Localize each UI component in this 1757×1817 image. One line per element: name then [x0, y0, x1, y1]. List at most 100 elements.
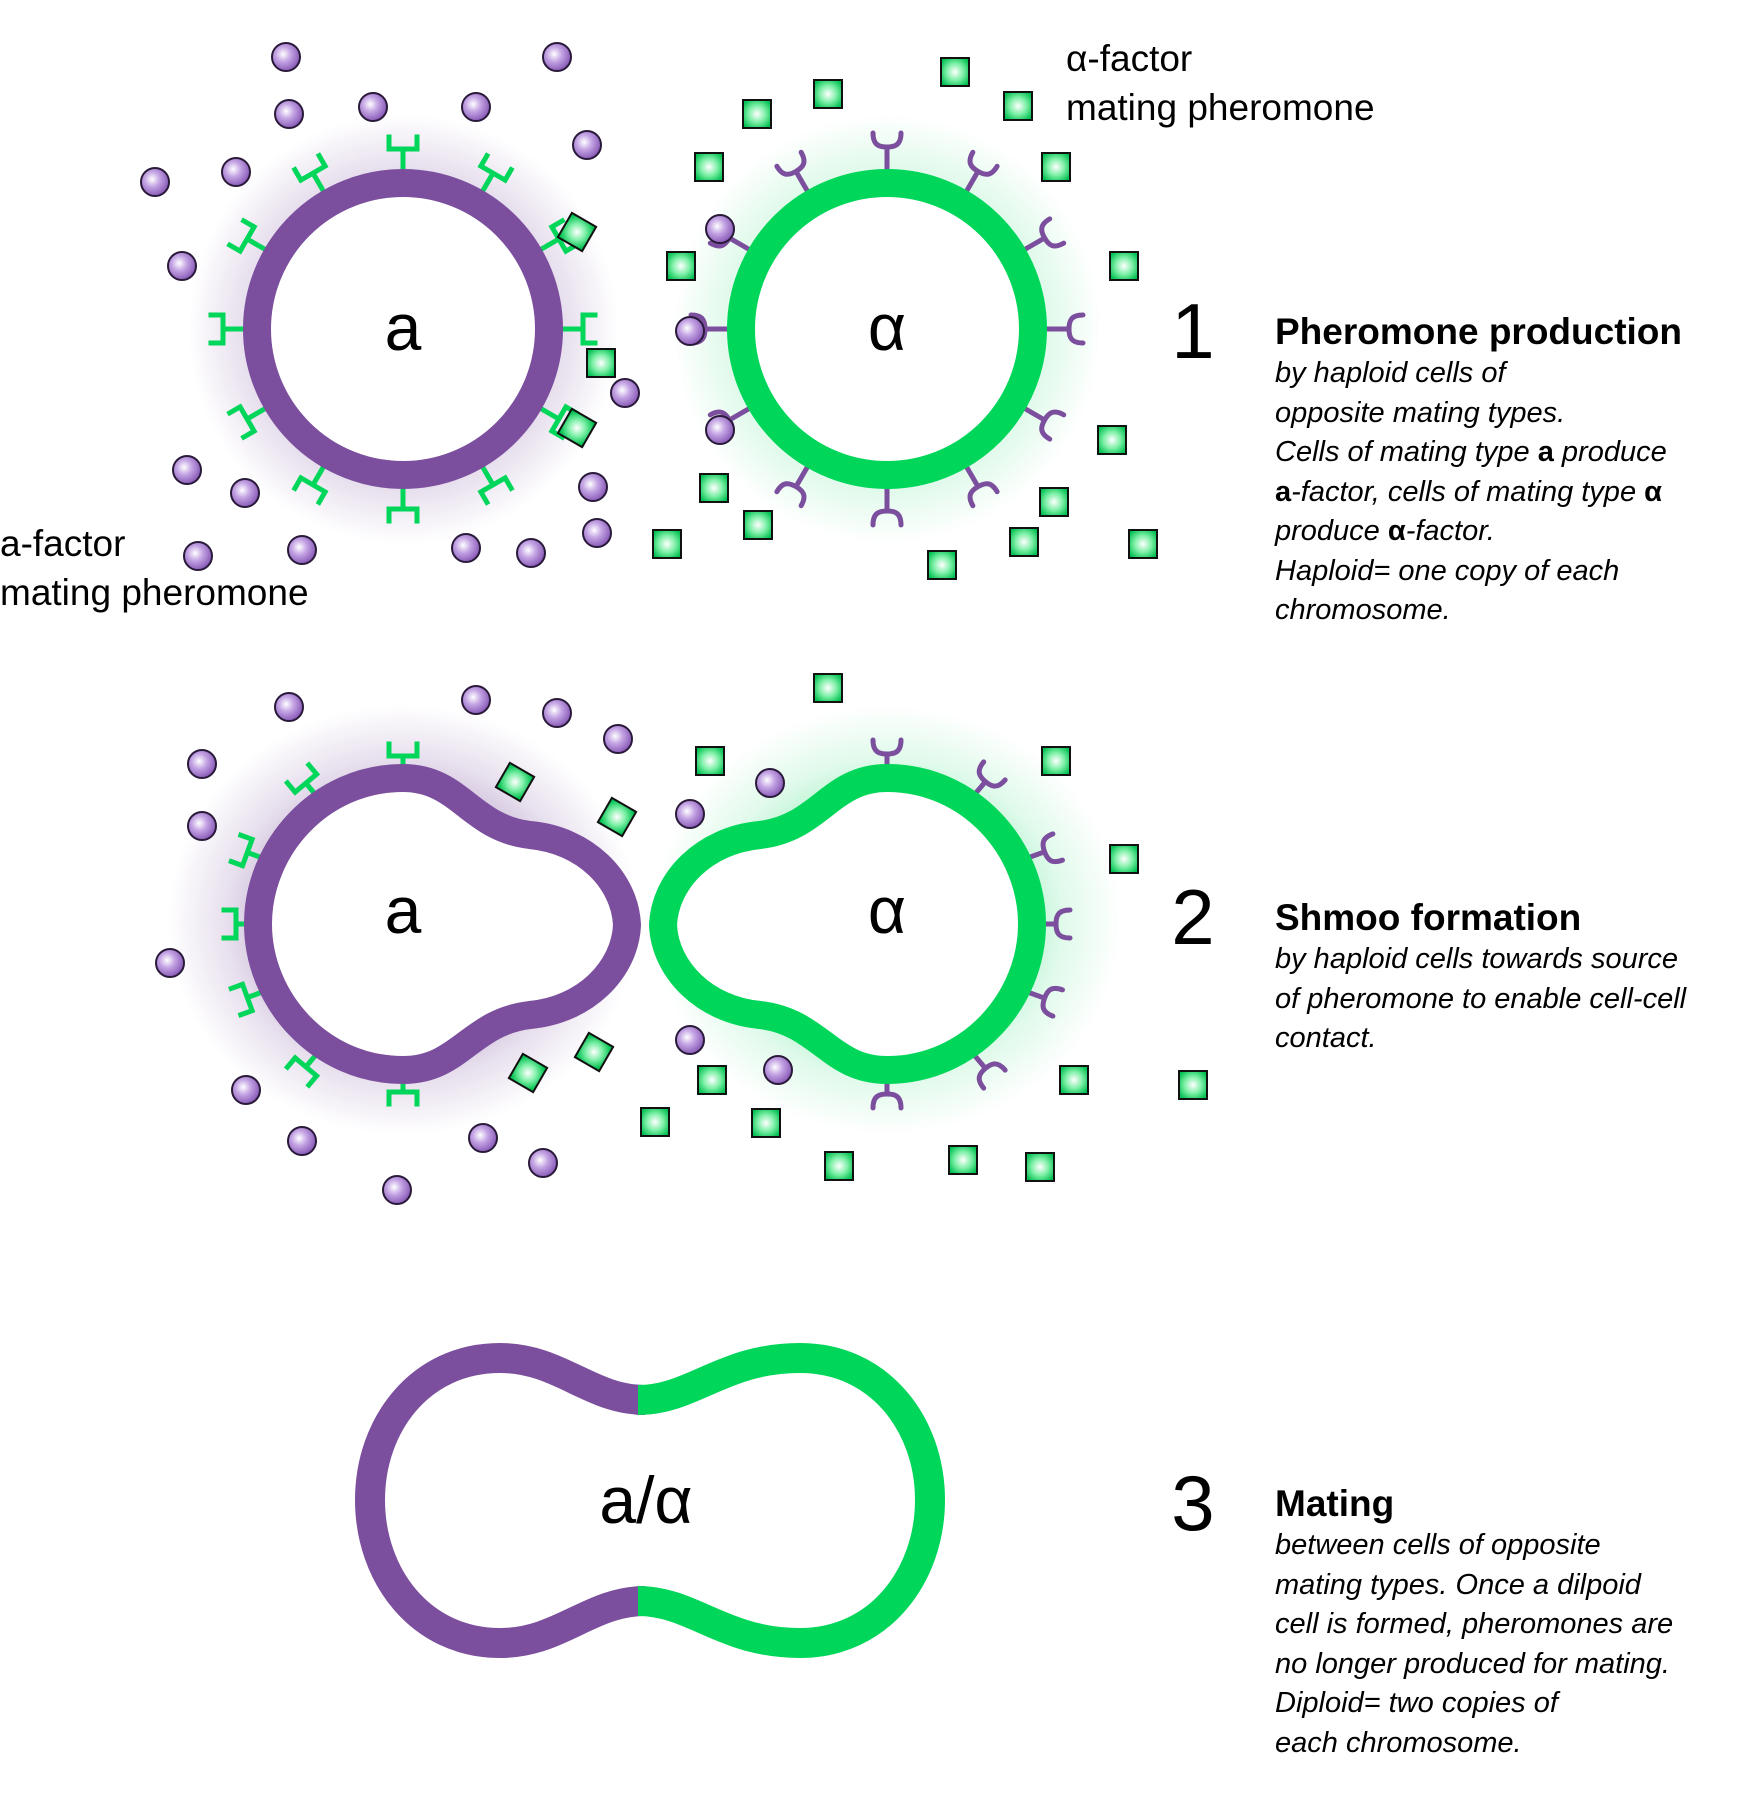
a-receptor [291, 152, 329, 196]
a-receptor-stroke [291, 462, 329, 506]
step-2-line-3: contact. [1275, 1022, 1377, 1054]
a-receptor [477, 152, 515, 196]
a-factor-pheromone [155, 948, 185, 978]
alpha-receptor [963, 149, 1000, 195]
a-factor-pheromone [578, 472, 608, 502]
a-factor-pheromone [603, 724, 633, 754]
step-2-number: 2 [1171, 873, 1214, 961]
step-3-title: Mating [1275, 1483, 1395, 1524]
a-factor-pheromone [187, 811, 217, 841]
a-receptor-stroke [226, 217, 270, 255]
a-receptor-stroke [228, 832, 272, 869]
step-2-description: Shmoo formation by haploid cells towards… [1275, 896, 1745, 1059]
alpha-factor-pheromone [694, 152, 724, 182]
step-2-body: by haploid cells towards source of pherom… [1275, 940, 1745, 1059]
a-receptor-stroke [208, 312, 248, 346]
a-factor-pheromone [172, 455, 202, 485]
a-factor-pheromone [274, 692, 304, 722]
step-3-line-1: between cells of opposite [1275, 1529, 1601, 1561]
a-factor-label-line1: a-factor [0, 523, 125, 564]
alpha-factor-pheromone [1009, 527, 1039, 557]
a-factor-pheromone [542, 698, 572, 728]
a-receptor [228, 832, 272, 869]
alpha-factor-pheromone [1178, 1070, 1208, 1100]
alpha-factor-pheromone [640, 1107, 670, 1137]
alpha-factor-pheromone [1041, 746, 1071, 776]
a-receptor [291, 462, 329, 506]
a-receptor-stroke [477, 152, 515, 196]
step-1-number: 1 [1171, 287, 1214, 375]
a-factor-pheromone [221, 157, 251, 187]
alpha-receptor-stroke [774, 463, 811, 509]
a-receptor-stroke [477, 462, 515, 506]
step-1-line-1: by haploid cells of [1275, 357, 1506, 389]
a-factor-pheromone [451, 533, 481, 563]
alpha-factor-pheromone [751, 1108, 781, 1138]
a-receptor [208, 312, 248, 346]
a-receptor [228, 981, 272, 1018]
a-receptor-stroke [291, 152, 329, 196]
alpha-factor-pheromone [699, 473, 729, 503]
a-receptor [226, 217, 270, 255]
a-receptor [558, 312, 598, 346]
shmoo-alpha-membrane [648, 763, 1047, 1085]
a-factor-pheromone [610, 378, 640, 408]
alpha-receptor [1021, 405, 1067, 442]
alpha-factor-pheromone [556, 211, 598, 253]
a-factor-label-line2: mating pheromone [0, 572, 309, 613]
a-receptor-stroke [228, 981, 272, 1018]
cell-a-membrane [243, 169, 563, 489]
alpha-receptor [870, 130, 904, 174]
a-factor-pheromone [167, 251, 197, 281]
cell-alpha-membrane [727, 169, 1047, 489]
alpha-receptor [870, 484, 904, 528]
a-receptor [536, 217, 580, 255]
alpha-factor-pheromone [927, 550, 957, 580]
alpha-factor-pheromone [1128, 529, 1158, 559]
alpha-receptor-stroke [870, 484, 904, 528]
alpha-receptor [1042, 312, 1086, 346]
alpha-factor-pheromone [948, 1145, 978, 1175]
step-3-line-2: mating types. Once a dilpoid [1275, 1568, 1641, 1601]
step-3-number: 3 [1171, 1459, 1214, 1547]
alpha-factor-pheromone [697, 1065, 727, 1095]
a-receptor [386, 134, 420, 174]
shmoo-a-membrane [243, 763, 642, 1085]
step-1-line-7: chromosome. [1275, 594, 1451, 626]
a-factor-pheromone [528, 1148, 558, 1178]
alpha-factor-label-line1: α-factor [1066, 38, 1192, 79]
alpha-factor-label-line2: mating pheromone [1066, 87, 1375, 128]
alpha-receptor-stroke [1021, 216, 1067, 253]
alpha-factor-pheromone [596, 796, 638, 838]
alpha-factor-pheromone [1109, 844, 1139, 874]
step-3-body: between cells of opposite mating types. O… [1275, 1526, 1745, 1763]
a-factor-pheromone [516, 538, 546, 568]
step-3-description: Mating between cells of opposite mating t… [1275, 1482, 1745, 1763]
step-1-line-6: Haploid= one copy of each [1275, 554, 1620, 587]
step-1-line-5: produce α-factor. [1275, 515, 1495, 547]
a-factor-pheromone [461, 92, 491, 122]
a-factor-pheromone [287, 535, 317, 565]
a-factor-pheromone [542, 42, 572, 72]
alpha-factor-pheromone [1059, 1065, 1089, 1095]
step-1-line-2: opposite mating types. [1275, 396, 1566, 429]
a-factor-pheromone [675, 799, 705, 829]
alpha-factor-pheromone [1097, 425, 1127, 455]
alpha-factor-pheromone [494, 761, 536, 803]
a-factor-pheromone [274, 99, 304, 129]
step-3-line-4: no longer produced for mating. [1275, 1647, 1670, 1680]
diploid-alpha-half [637, 1342, 946, 1659]
alpha-receptor [774, 463, 811, 509]
a-receptor [536, 403, 580, 441]
alpha-factor-pheromone [666, 251, 696, 281]
step-1-body: by haploid cells of opposite mating types… [1275, 354, 1745, 631]
alpha-factor-pheromone [813, 79, 843, 109]
alpha-receptor [774, 149, 811, 195]
a-factor-pheromone [755, 768, 785, 798]
a-receptor-stroke [536, 217, 580, 255]
alpha-receptor-stroke [1021, 405, 1067, 442]
a-receptor-stroke [558, 312, 598, 346]
a-receptor [283, 1046, 324, 1089]
step-1-line-4: a-factor, cells of mating type α [1275, 475, 1662, 508]
